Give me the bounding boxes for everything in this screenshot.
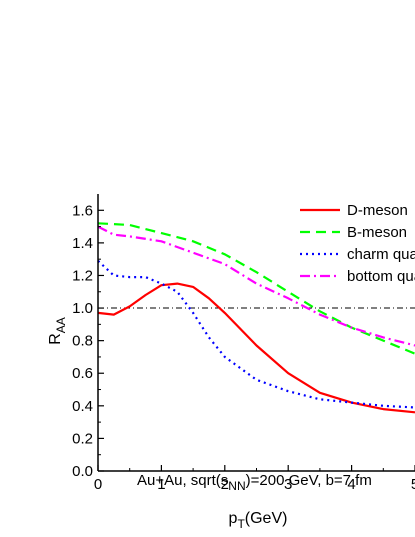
series-line-b-meson [97, 222, 415, 355]
y-tick-label: 0.0 [72, 463, 93, 480]
y-axis-title-sub: AA [54, 317, 68, 333]
tick-group: 0 1 2 3 4 5 0.0 0.2 0.4 0.6 0.8 1.0 1.2 1.4 1.6 [72, 202, 415, 493]
y-tick-label: 0.6 [72, 365, 93, 382]
y-tick-label: 0.2 [72, 430, 93, 447]
x-tick-label: 4 [347, 476, 355, 493]
series-group [97, 222, 415, 414]
legend-label-bottom-quark: bottom quark [347, 268, 415, 285]
legend-label-d-meson: D-meson [347, 202, 408, 219]
y-tick-label: 1.4 [72, 235, 93, 252]
legend-label-b-meson: B-meson [347, 224, 407, 241]
legend: D-meson B-meson charm quark bottom quark [300, 202, 415, 285]
x-tick-label: 1 [157, 476, 165, 493]
y-tick-label: 1.6 [72, 202, 93, 219]
y-axis-title-main: R [47, 333, 64, 345]
series-line-bottom-quark [97, 225, 415, 347]
x-axis-title-sub: T [237, 517, 245, 531]
legend-label-charm-quark: charm quark [347, 246, 415, 263]
x-tick-label: 2 [221, 476, 229, 493]
y-tick-label: 0.8 [72, 333, 93, 350]
x-tick-label: 0 [94, 476, 102, 493]
x-axis-title: pT(GeV) [229, 510, 288, 531]
annotation-suffix: )=200 GeV, b=7 fm [246, 472, 372, 489]
series-line-charm-quark [97, 259, 415, 409]
x-tick-label: 5 [411, 476, 415, 493]
x-axis-title-unit: (GeV) [245, 510, 288, 527]
annotation: Au+Au, sqrt(sNN)=200 GeV, b=7 fm [137, 472, 372, 493]
y-axis-title: RAA [47, 317, 68, 345]
y-tick-label: 0.4 [72, 398, 93, 415]
x-axis-title-main: p [229, 510, 238, 527]
y-tick-label: 1.0 [72, 300, 93, 317]
annotation-prefix: Au+Au, sqrt(s [137, 472, 228, 489]
y-tick-label: 1.2 [72, 267, 93, 284]
series-line-d-meson [97, 282, 415, 414]
x-tick-label: 3 [284, 476, 292, 493]
annotation-sub: NN [228, 479, 245, 493]
